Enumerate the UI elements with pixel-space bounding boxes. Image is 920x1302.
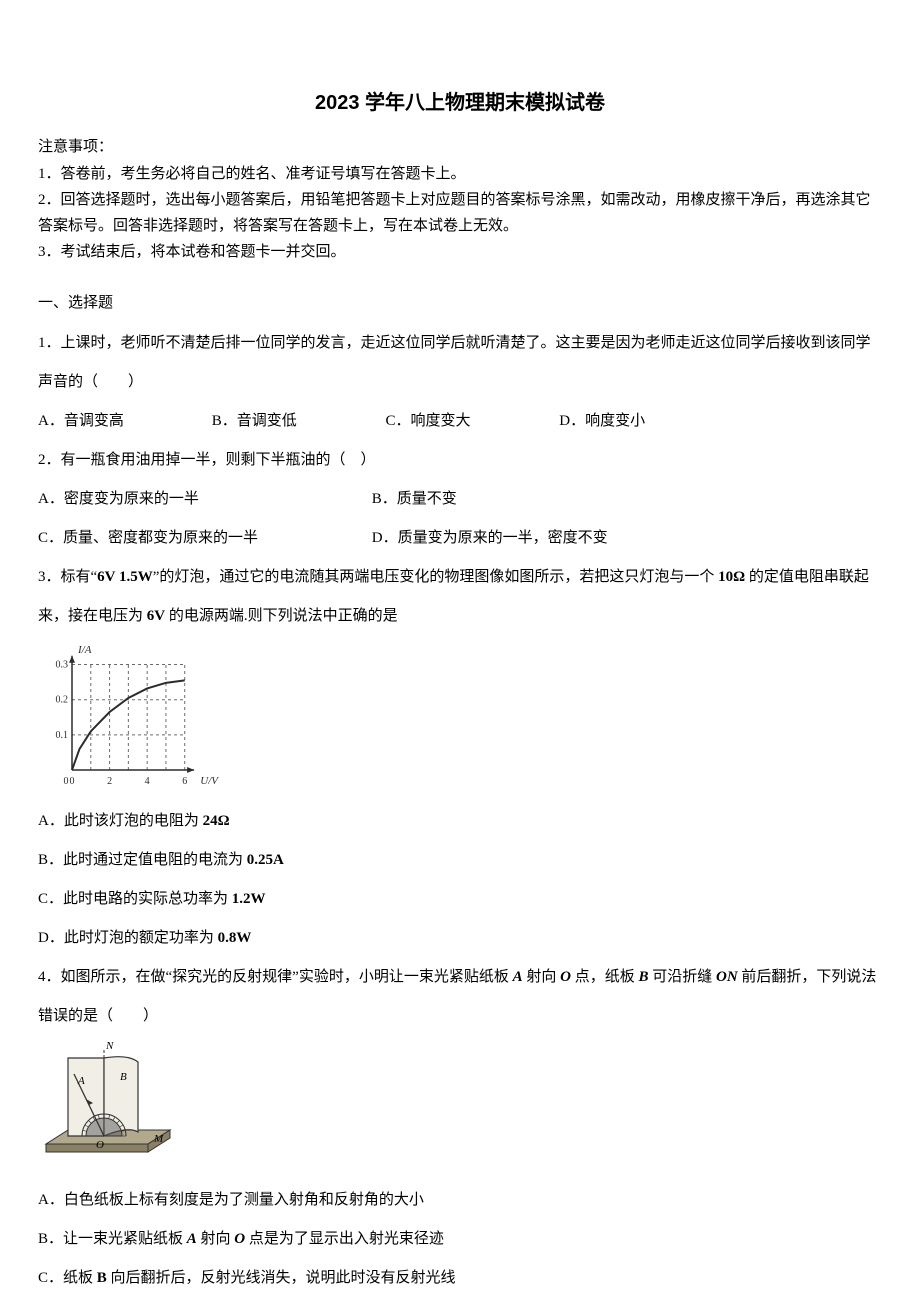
svg-text:A: A — [77, 1075, 85, 1087]
notice-item-3: 3．考试结束后，将本试卷和答题卡一并交回。 — [38, 239, 882, 265]
q3-opt-d-pre: D．此时灯泡的额定功率为 — [38, 930, 218, 946]
q1-stem: 1．上课时，老师听不清楚后排一位同学的发言，走近这位同学后就听清楚了。这主要是因… — [38, 324, 882, 402]
q4-opt-c: C．纸板 B 向后翻折后，反射光线消失，说明此时没有反射光线 — [38, 1259, 882, 1298]
q4-opt-c-pre: C．纸板 — [38, 1270, 97, 1286]
q4-mid2: 点，纸板 — [571, 969, 639, 985]
svg-text:6: 6 — [182, 776, 187, 787]
q3-volt: 6V — [147, 608, 165, 624]
q2-stem: 2．有一瓶食用油用掉一半，则剩下半瓶油的（ ） — [38, 441, 882, 480]
q3-stem-pre: 3．标有“ — [38, 569, 97, 585]
svg-text:I/A: I/A — [77, 644, 92, 656]
q3-stem-post: 的电源两端.则下列说法中正确的是 — [165, 608, 398, 624]
svg-text:0: 0 — [64, 776, 69, 787]
q1-opt-a: A．音调变高 — [38, 402, 208, 441]
notice-header: 注意事项： — [38, 136, 882, 159]
q4-label-o: O — [560, 969, 571, 985]
q3-stem: 3．标有“6V 1.5W”的灯泡，通过它的电流随其两端电压变化的物理图像如图所示… — [38, 558, 882, 636]
q4-label-a: A — [513, 969, 523, 985]
notice-item-1: 1．答卷前，考生务必将自己的姓名、准考证号填写在答题卡上。 — [38, 161, 882, 187]
q3-chart: 0 2 4 6 0.1 0.2 0.3 0 I/A U/V — [38, 642, 882, 798]
q3-opt-c: C．此时电路的实际总功率为 1.2W — [38, 880, 882, 919]
q2-opt-b: B．质量不变 — [372, 480, 457, 519]
svg-text:U/V: U/V — [200, 775, 219, 787]
q1-opt-c: C．响度变大 — [386, 402, 556, 441]
q3-opt-a-val: 24Ω — [203, 813, 230, 829]
svg-text:B: B — [120, 1071, 127, 1083]
q4-opt-c-b: B — [97, 1270, 107, 1286]
q4-mid1: 射向 — [523, 969, 561, 985]
q1-opt-b: B．音调变低 — [212, 402, 382, 441]
q3-ohm: 10Ω — [718, 569, 745, 585]
q4-label-on: ON — [716, 969, 738, 985]
q2-opt-a: A．密度变为原来的一半 — [38, 480, 368, 519]
q3-opt-b-val: 0.25A — [247, 852, 284, 868]
svg-text:0.1: 0.1 — [56, 730, 69, 741]
q2-opt-d: D．质量变为原来的一半，密度不变 — [372, 519, 608, 558]
q3-opt-a-pre: A．此时该灯泡的电阻为 — [38, 813, 203, 829]
q2-options-row2: C．质量、密度都变为原来的一半 D．质量变为原来的一半，密度不变 — [38, 519, 882, 558]
q4-opt-b-a: A — [187, 1231, 197, 1247]
svg-text:0.2: 0.2 — [56, 695, 69, 706]
notice-item-2: 2．回答选择题时，选出每小题答案后，用铅笔把答题卡上对应题目的答案标号涂黑，如需… — [38, 187, 882, 240]
q4-opt-b-post: 点是为了显示出入射光束径迹 — [245, 1231, 444, 1247]
svg-text:0: 0 — [70, 776, 75, 787]
q3-opt-c-val: 1.2W — [232, 891, 266, 907]
q4-opt-b-mid: 射向 — [197, 1231, 235, 1247]
q4-opt-a: A．白色纸板上标有刻度是为了测量入射角和反射角的大小 — [38, 1181, 882, 1220]
q3-opt-b-pre: B．此时通过定值电阻的电流为 — [38, 852, 247, 868]
svg-text:M: M — [153, 1133, 164, 1145]
q3-opt-d-val: 0.8W — [218, 930, 252, 946]
svg-text:N: N — [105, 1040, 114, 1052]
q4-stem-pre: 4．如图所示，在做“探究光的反射规律”实验时，小明让一束光紧贴纸板 — [38, 969, 513, 985]
q1-options: A．音调变高 B．音调变低 C．响度变大 D．响度变小 — [38, 402, 882, 441]
q3-opt-d: D．此时灯泡的额定功率为 0.8W — [38, 919, 882, 958]
section-1-heading: 一、选择题 — [38, 292, 882, 315]
svg-text:0.3: 0.3 — [56, 660, 69, 671]
q4-mid3: 可沿折缝 — [648, 969, 716, 985]
q4-stem: 4．如图所示，在做“探究光的反射规律”实验时，小明让一束光紧贴纸板 A 射向 O… — [38, 958, 882, 1036]
svg-text:4: 4 — [145, 776, 150, 787]
svg-text:2: 2 — [107, 776, 112, 787]
q3-opt-c-pre: C．此时电路的实际总功率为 — [38, 891, 232, 907]
q3-stem-mid1: ”的灯泡，通过它的电流随其两端电压变化的物理图像如图所示，若把这只灯泡与一个 — [153, 569, 718, 585]
q3-rating: 6V 1.5W — [97, 569, 153, 585]
q4-opt-c-post: 向后翻折后，反射光线消失，说明此时没有反射光线 — [107, 1270, 456, 1286]
q1-opt-d: D．响度变小 — [559, 402, 645, 441]
q2-opt-c: C．质量、密度都变为原来的一半 — [38, 519, 368, 558]
q4-figure: N A B O M — [38, 1040, 882, 1176]
q3-opt-b: B．此时通过定值电阻的电流为 0.25A — [38, 841, 882, 880]
q4-opt-b-pre: B．让一束光紧贴纸板 — [38, 1231, 187, 1247]
q4-opt-b-o: O — [234, 1231, 245, 1247]
q2-options-row1: A．密度变为原来的一半 B．质量不变 — [38, 480, 882, 519]
q4-opt-b: B．让一束光紧贴纸板 A 射向 O 点是为了显示出入射光束径迹 — [38, 1220, 882, 1259]
svg-text:O: O — [96, 1139, 104, 1151]
q4-label-b: B — [638, 969, 648, 985]
q3-opt-a: A．此时该灯泡的电阻为 24Ω — [38, 802, 882, 841]
page-title: 2023 学年八上物理期末模拟试卷 — [38, 88, 882, 118]
